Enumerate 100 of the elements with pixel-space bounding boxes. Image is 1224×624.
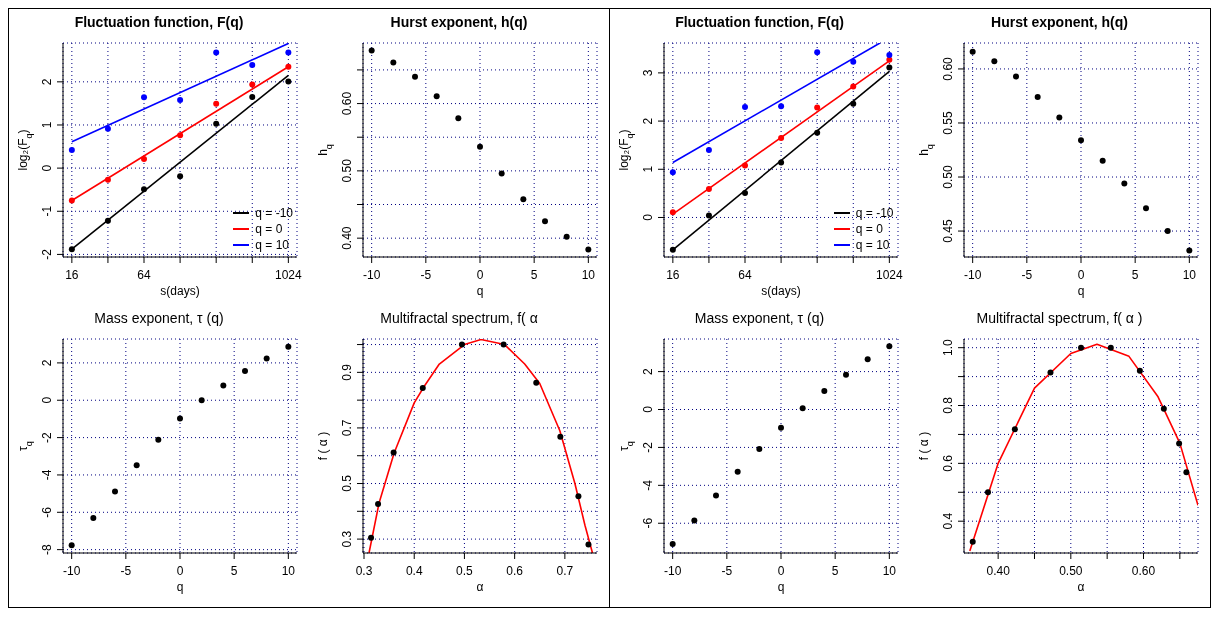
x-tick-label: 0 bbox=[1077, 268, 1085, 282]
x-tick-label: 0.5 bbox=[456, 564, 474, 578]
point bbox=[133, 462, 140, 469]
point bbox=[885, 343, 892, 350]
y-tick-label: -2 bbox=[40, 248, 54, 260]
x-tick-label: 0 bbox=[476, 268, 484, 282]
x-tick-label: -5 bbox=[721, 564, 732, 578]
point bbox=[1182, 469, 1189, 476]
x-axis-title: q bbox=[1077, 284, 1084, 298]
point bbox=[842, 371, 849, 378]
point bbox=[455, 115, 462, 122]
point bbox=[390, 449, 397, 456]
point bbox=[1142, 205, 1149, 212]
y-tick-label: 0.3 bbox=[340, 530, 354, 548]
point bbox=[1011, 426, 1018, 433]
point bbox=[885, 64, 892, 71]
legend-label: q = -10 bbox=[855, 206, 894, 220]
point bbox=[563, 233, 570, 240]
y-tick-label: 0.7 bbox=[340, 419, 354, 437]
point bbox=[477, 143, 483, 150]
point bbox=[1012, 73, 1019, 80]
point bbox=[542, 218, 548, 225]
point bbox=[390, 59, 397, 66]
x-tick-label: 5 bbox=[530, 268, 538, 282]
legend-label: q = 0 bbox=[255, 222, 283, 236]
point bbox=[177, 132, 184, 139]
point bbox=[585, 541, 592, 548]
y-tick-label: 0.45 bbox=[940, 219, 955, 243]
x-axis-title: q bbox=[176, 580, 184, 594]
point bbox=[712, 492, 719, 499]
x-tick-label: -5 bbox=[1021, 268, 1032, 282]
point bbox=[285, 49, 292, 56]
point bbox=[669, 209, 676, 216]
point bbox=[141, 94, 148, 101]
x-tick-label: -10 bbox=[663, 564, 682, 578]
legend-label: q = 0 bbox=[855, 222, 883, 236]
point bbox=[849, 58, 856, 65]
y-tick-label: 0.9 bbox=[340, 363, 354, 381]
point bbox=[213, 120, 220, 127]
x-tick-label: 0 bbox=[777, 564, 785, 578]
y-tick-label: 3 bbox=[640, 69, 655, 77]
point bbox=[141, 156, 148, 163]
y-tick-label: 0 bbox=[640, 213, 655, 221]
x-axis-title: q bbox=[476, 284, 484, 298]
point bbox=[90, 514, 97, 521]
x-tick-label: 1024 bbox=[875, 268, 903, 282]
y-axis-title: f ( α ) bbox=[316, 431, 330, 461]
point bbox=[375, 501, 382, 508]
x-tick-label: 10 bbox=[882, 564, 896, 578]
point bbox=[177, 415, 183, 422]
point bbox=[198, 397, 205, 404]
y-tick-label: 2 bbox=[640, 367, 655, 375]
point bbox=[741, 162, 748, 169]
x-tick-label: 0.4 bbox=[405, 564, 423, 578]
point bbox=[500, 341, 507, 348]
point bbox=[112, 488, 118, 495]
point bbox=[1120, 180, 1127, 187]
point bbox=[433, 93, 440, 100]
x-tick-label: 0.50 bbox=[1058, 564, 1083, 578]
y-tick-label: -6 bbox=[640, 517, 655, 529]
y-tick-label: -6 bbox=[40, 506, 54, 518]
y-tick-label: -4 bbox=[640, 479, 655, 491]
x-tick-label: 10 bbox=[281, 564, 296, 578]
point bbox=[1077, 344, 1084, 351]
point bbox=[849, 83, 856, 90]
point bbox=[533, 379, 540, 386]
point bbox=[777, 134, 784, 141]
point bbox=[1099, 157, 1106, 164]
x-tick-label: 1024 bbox=[275, 268, 303, 282]
point bbox=[734, 468, 741, 475]
point bbox=[419, 384, 426, 391]
point bbox=[820, 387, 827, 394]
point bbox=[498, 170, 505, 177]
x-tick-label: 5 bbox=[831, 564, 839, 578]
point bbox=[1160, 405, 1167, 412]
y-tick-label: 2 bbox=[40, 359, 54, 367]
point bbox=[575, 493, 582, 500]
point bbox=[741, 104, 748, 111]
chart-title: Hurst exponent, h(q) bbox=[990, 13, 1129, 32]
point bbox=[669, 540, 676, 547]
point bbox=[213, 49, 220, 56]
point bbox=[1175, 440, 1182, 447]
chart-title: Multifractal spectrum, f( α bbox=[379, 309, 539, 328]
point bbox=[813, 129, 820, 136]
x-tick-label: 0.6 bbox=[506, 564, 524, 578]
point bbox=[813, 104, 820, 111]
y-tick-label: 0.60 bbox=[940, 56, 955, 81]
point bbox=[1077, 137, 1084, 144]
line-series bbox=[368, 339, 594, 553]
point bbox=[669, 169, 676, 176]
y-axis-title: f ( α ) bbox=[916, 431, 931, 461]
point bbox=[155, 436, 162, 443]
chart-title: Mass exponent, τ (q) bbox=[693, 309, 826, 328]
x-tick-label: 64 bbox=[137, 268, 152, 282]
point bbox=[864, 356, 871, 363]
y-tick-label: 1 bbox=[40, 121, 54, 129]
point bbox=[705, 212, 712, 219]
x-tick-label: 5 bbox=[230, 564, 238, 578]
point bbox=[68, 197, 75, 204]
y-tick-label: 2 bbox=[640, 117, 655, 125]
